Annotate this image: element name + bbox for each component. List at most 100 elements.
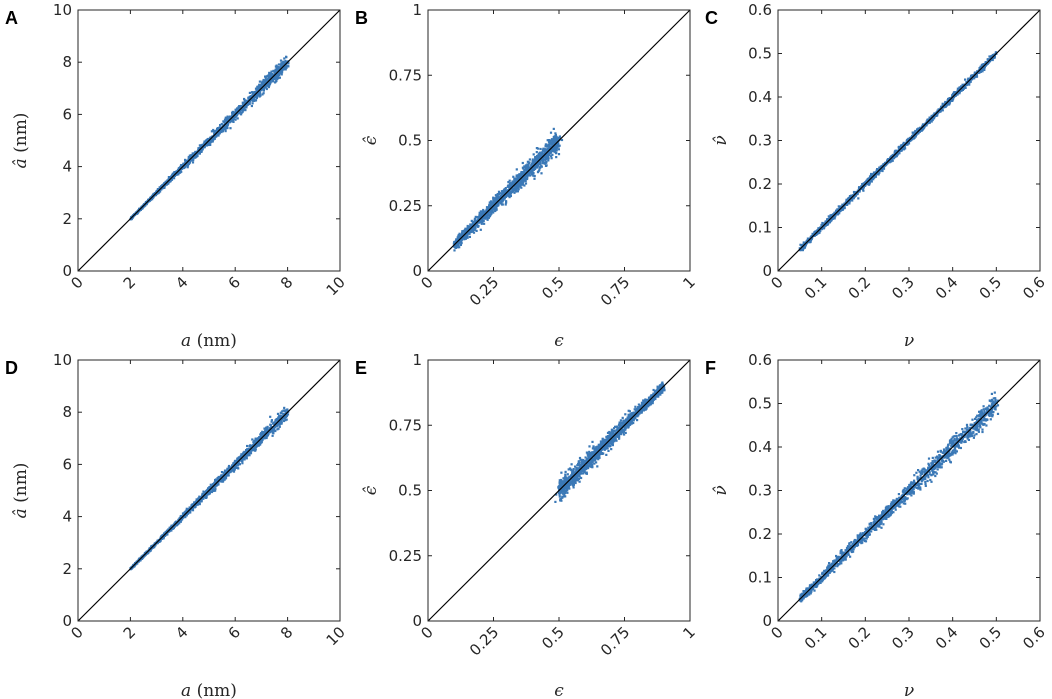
- scatter-point: [478, 219, 482, 222]
- scatter-point: [831, 214, 834, 217]
- scatter-point: [545, 144, 549, 147]
- scatter-point: [966, 78, 970, 81]
- scatter-point: [886, 161, 889, 165]
- scatter-point: [819, 226, 822, 229]
- scatter-point: [512, 181, 515, 184]
- scatter-point: [250, 104, 253, 108]
- scatter-point: [850, 194, 853, 197]
- scatter-point: [242, 109, 245, 112]
- scatter-point: [217, 130, 220, 133]
- scatter-point: [869, 180, 872, 183]
- scatter-point: [283, 406, 286, 409]
- scatter-point: [535, 155, 539, 158]
- scatter-point: [845, 198, 848, 201]
- scatter-point: [208, 142, 211, 145]
- scatter-point: [510, 182, 513, 185]
- scatter-point: [226, 115, 229, 118]
- scatter-point: [487, 213, 490, 216]
- scatter-point: [246, 103, 249, 106]
- scatter-point: [868, 182, 871, 185]
- scatter-point: [274, 70, 277, 73]
- x-tick-label: 0.75: [597, 273, 633, 309]
- scatter-point: [841, 204, 844, 207]
- scatter-point: [184, 161, 187, 164]
- scatter-point: [191, 154, 194, 157]
- scatter-point: [178, 167, 181, 170]
- scatter-point: [226, 127, 229, 130]
- x-axis-label: a (nm): [181, 331, 237, 351]
- scatter-point: [221, 124, 225, 127]
- scatter-point: [862, 182, 865, 185]
- scatter-point: [265, 87, 268, 91]
- scatter-point: [284, 65, 287, 68]
- scatter-point: [913, 135, 916, 138]
- scatter-point: [180, 164, 183, 167]
- scatter-point: [901, 144, 904, 147]
- scatter-point: [490, 212, 493, 215]
- scatter-point: [889, 156, 892, 159]
- scatter-point: [243, 107, 246, 110]
- scatter-point: [813, 231, 816, 234]
- scatter-point: [472, 231, 476, 234]
- scatter-point: [173, 171, 176, 174]
- scatter-point: [539, 155, 542, 158]
- scatter-point: [254, 96, 257, 99]
- scatter-point: [537, 155, 540, 158]
- scatter-point: [827, 221, 830, 224]
- scatter-point: [158, 189, 161, 192]
- scatter-point: [187, 157, 190, 160]
- scatter-point: [264, 85, 267, 88]
- scatter-point: [519, 180, 522, 183]
- scatter-point: [532, 174, 535, 177]
- scatter-point: [547, 157, 550, 160]
- scatter-point: [489, 208, 492, 211]
- scatter-point: [255, 89, 258, 92]
- scatter-point: [488, 215, 491, 218]
- scatter-point: [504, 191, 507, 194]
- scatter-point: [275, 67, 278, 70]
- scatter-point: [258, 80, 261, 83]
- scatter-point: [912, 132, 915, 135]
- scatter-point: [873, 171, 876, 174]
- scatter-point: [518, 175, 521, 178]
- scatter-point: [836, 210, 839, 213]
- scatter-point: [834, 215, 837, 218]
- scatter-point: [279, 69, 282, 72]
- scatter-point: [257, 91, 260, 94]
- scatter-point: [204, 141, 207, 144]
- scatter-point: [520, 178, 523, 181]
- scatter-point: [516, 190, 519, 193]
- scatter-point: [171, 173, 174, 176]
- scatter-point: [886, 158, 889, 161]
- panel-label: D: [5, 358, 18, 378]
- scatter-point: [529, 166, 532, 169]
- scatter-point: [799, 243, 802, 246]
- panel-c: C0 0.1 0.2 0.3 0.4 0.5 0.600.10.20.30.40.50.6ν…: [705, 1, 1049, 351]
- scatter-point: [495, 208, 498, 211]
- scatter-point: [911, 131, 914, 134]
- scatter-point: [938, 110, 941, 113]
- scatter-point: [461, 237, 465, 240]
- scatter-point: [190, 154, 193, 157]
- scatter-point: [845, 203, 848, 206]
- scatter-point: [213, 132, 216, 135]
- scatter-point: [520, 172, 523, 175]
- scatter-point: [545, 164, 548, 167]
- scatter-point: [281, 61, 284, 64]
- scatter-point: [223, 478, 226, 481]
- scatter-point: [263, 85, 266, 88]
- scatter-point: [522, 174, 525, 177]
- scatter-point: [993, 53, 996, 56]
- scatter-point: [979, 70, 982, 73]
- scatter-point: [515, 179, 518, 183]
- scatter-point: [983, 68, 986, 71]
- scatter-point: [492, 200, 495, 203]
- scatter-point: [906, 142, 910, 145]
- scatter-point: [258, 93, 261, 96]
- scatter-point: [220, 130, 223, 134]
- scatter-point: [986, 58, 989, 61]
- scatter-point: [215, 129, 218, 132]
- scatter-point: [951, 99, 954, 102]
- scatter-point: [285, 66, 288, 69]
